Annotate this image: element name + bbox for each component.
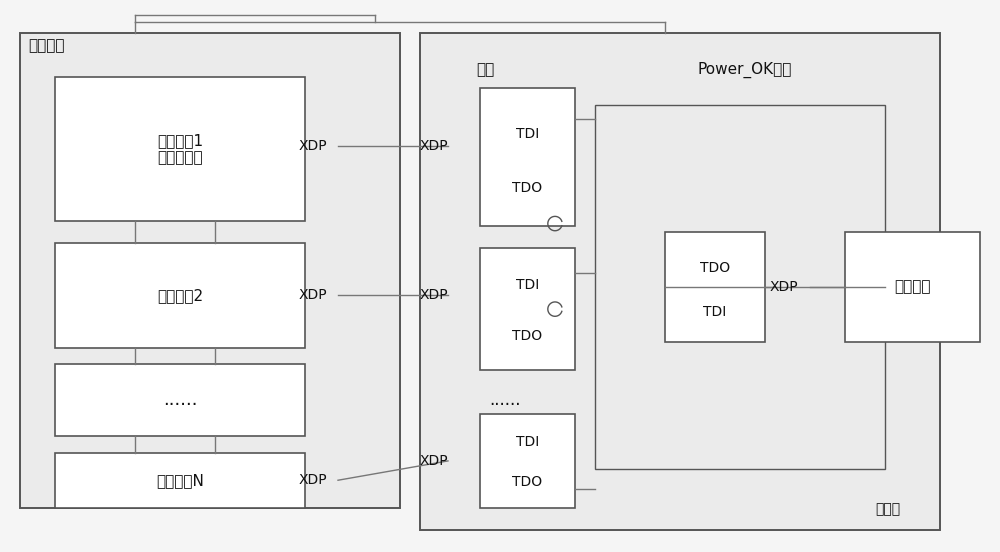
Text: ......: ...... — [489, 391, 521, 409]
Text: XDP: XDP — [419, 139, 448, 153]
Text: XDP: XDP — [770, 280, 799, 294]
Text: 电源: 电源 — [476, 62, 494, 77]
Bar — [665, 232, 765, 342]
Bar — [55, 77, 305, 221]
Bar — [420, 33, 940, 530]
Text: TDO: TDO — [512, 475, 543, 489]
Text: XDP: XDP — [419, 288, 448, 302]
Bar — [480, 88, 575, 226]
Text: Power_OK信号: Power_OK信号 — [698, 62, 792, 78]
Text: 被测装置: 被测装置 — [28, 39, 64, 54]
Text: TDO: TDO — [512, 329, 543, 343]
Bar — [845, 232, 980, 342]
Bar — [595, 105, 885, 469]
Text: 转接板: 转接板 — [875, 502, 900, 516]
Text: ......: ...... — [163, 391, 197, 409]
Text: 待测主板1
（主平台）: 待测主板1 （主平台） — [157, 133, 203, 165]
Bar — [480, 414, 575, 508]
Text: XDP: XDP — [419, 454, 448, 468]
Text: 待测主板N: 待测主板N — [156, 473, 204, 488]
Bar — [55, 364, 305, 436]
Text: TDI: TDI — [516, 435, 539, 449]
Text: TDI: TDI — [703, 305, 727, 320]
Text: TDO: TDO — [512, 181, 543, 195]
Text: 测试工具: 测试工具 — [894, 279, 931, 295]
Text: TDO: TDO — [700, 261, 730, 275]
Bar — [20, 33, 400, 508]
Text: XDP: XDP — [299, 288, 327, 302]
Text: TDI: TDI — [516, 127, 539, 141]
Text: TDI: TDI — [516, 278, 539, 292]
Text: 待测主板2: 待测主板2 — [157, 288, 203, 303]
Bar — [480, 248, 575, 370]
Bar — [55, 243, 305, 348]
Bar — [55, 453, 305, 508]
Text: XDP: XDP — [299, 139, 327, 153]
Text: XDP: XDP — [299, 473, 327, 487]
